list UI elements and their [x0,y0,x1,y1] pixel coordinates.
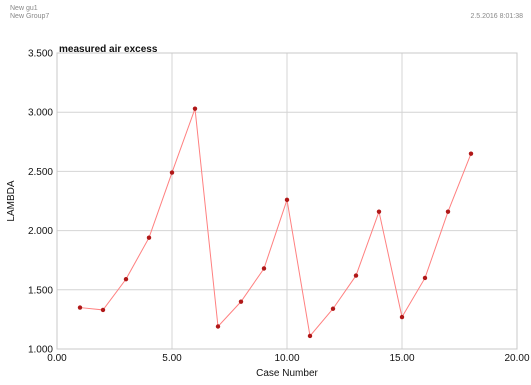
data-point [284,197,290,203]
data-point [192,106,198,111]
data-point [169,170,175,175]
data-point [399,314,405,320]
y-tick-label: 1.000 [28,345,53,356]
y-tick-label: 3.000 [28,108,53,119]
data-point [330,306,336,311]
data-point [468,151,474,156]
data-point [215,324,221,329]
data-point [238,299,244,304]
data-point [307,333,313,339]
header-line-1: New gu1 [10,5,38,12]
x-axis-title: Case Number [256,368,318,379]
chart-title: measured air excess [59,44,158,55]
data-points [77,106,474,339]
data-point [123,276,129,282]
data-point [100,307,106,313]
x-tick-label: 5.00 [162,353,182,364]
data-point [77,305,83,310]
data-point [376,209,382,214]
y-tick-label: 1.500 [28,285,53,296]
y-tick-label: 3.500 [28,49,53,60]
series-line [79,108,472,338]
report-header: New gu1 New Group7 [10,5,49,21]
axis-ticks: 0.00 5.00 10.00 15.00 20.00 1.000 1.500 2.000 2.… [28,49,530,365]
plot-frame [56,52,518,350]
data-point [353,273,359,278]
y-tick-label: 2.000 [28,226,53,237]
header-line-2: New Group7 [10,13,50,20]
header-timestamp: 2.5.2016 8:01:38 [470,13,523,20]
grid [57,53,517,349]
x-tick-label: 20.00 [504,353,529,364]
data-point [146,235,152,240]
y-axis-title: LAMBDA [6,180,17,221]
data-point [422,275,428,281]
x-tick-label: 15.00 [389,353,414,364]
x-tick-label: 0.00 [47,353,67,364]
data-point [445,209,451,214]
data-point [261,266,267,271]
x-tick-label: 10.00 [274,353,299,364]
y-tick-label: 2.500 [28,167,53,178]
